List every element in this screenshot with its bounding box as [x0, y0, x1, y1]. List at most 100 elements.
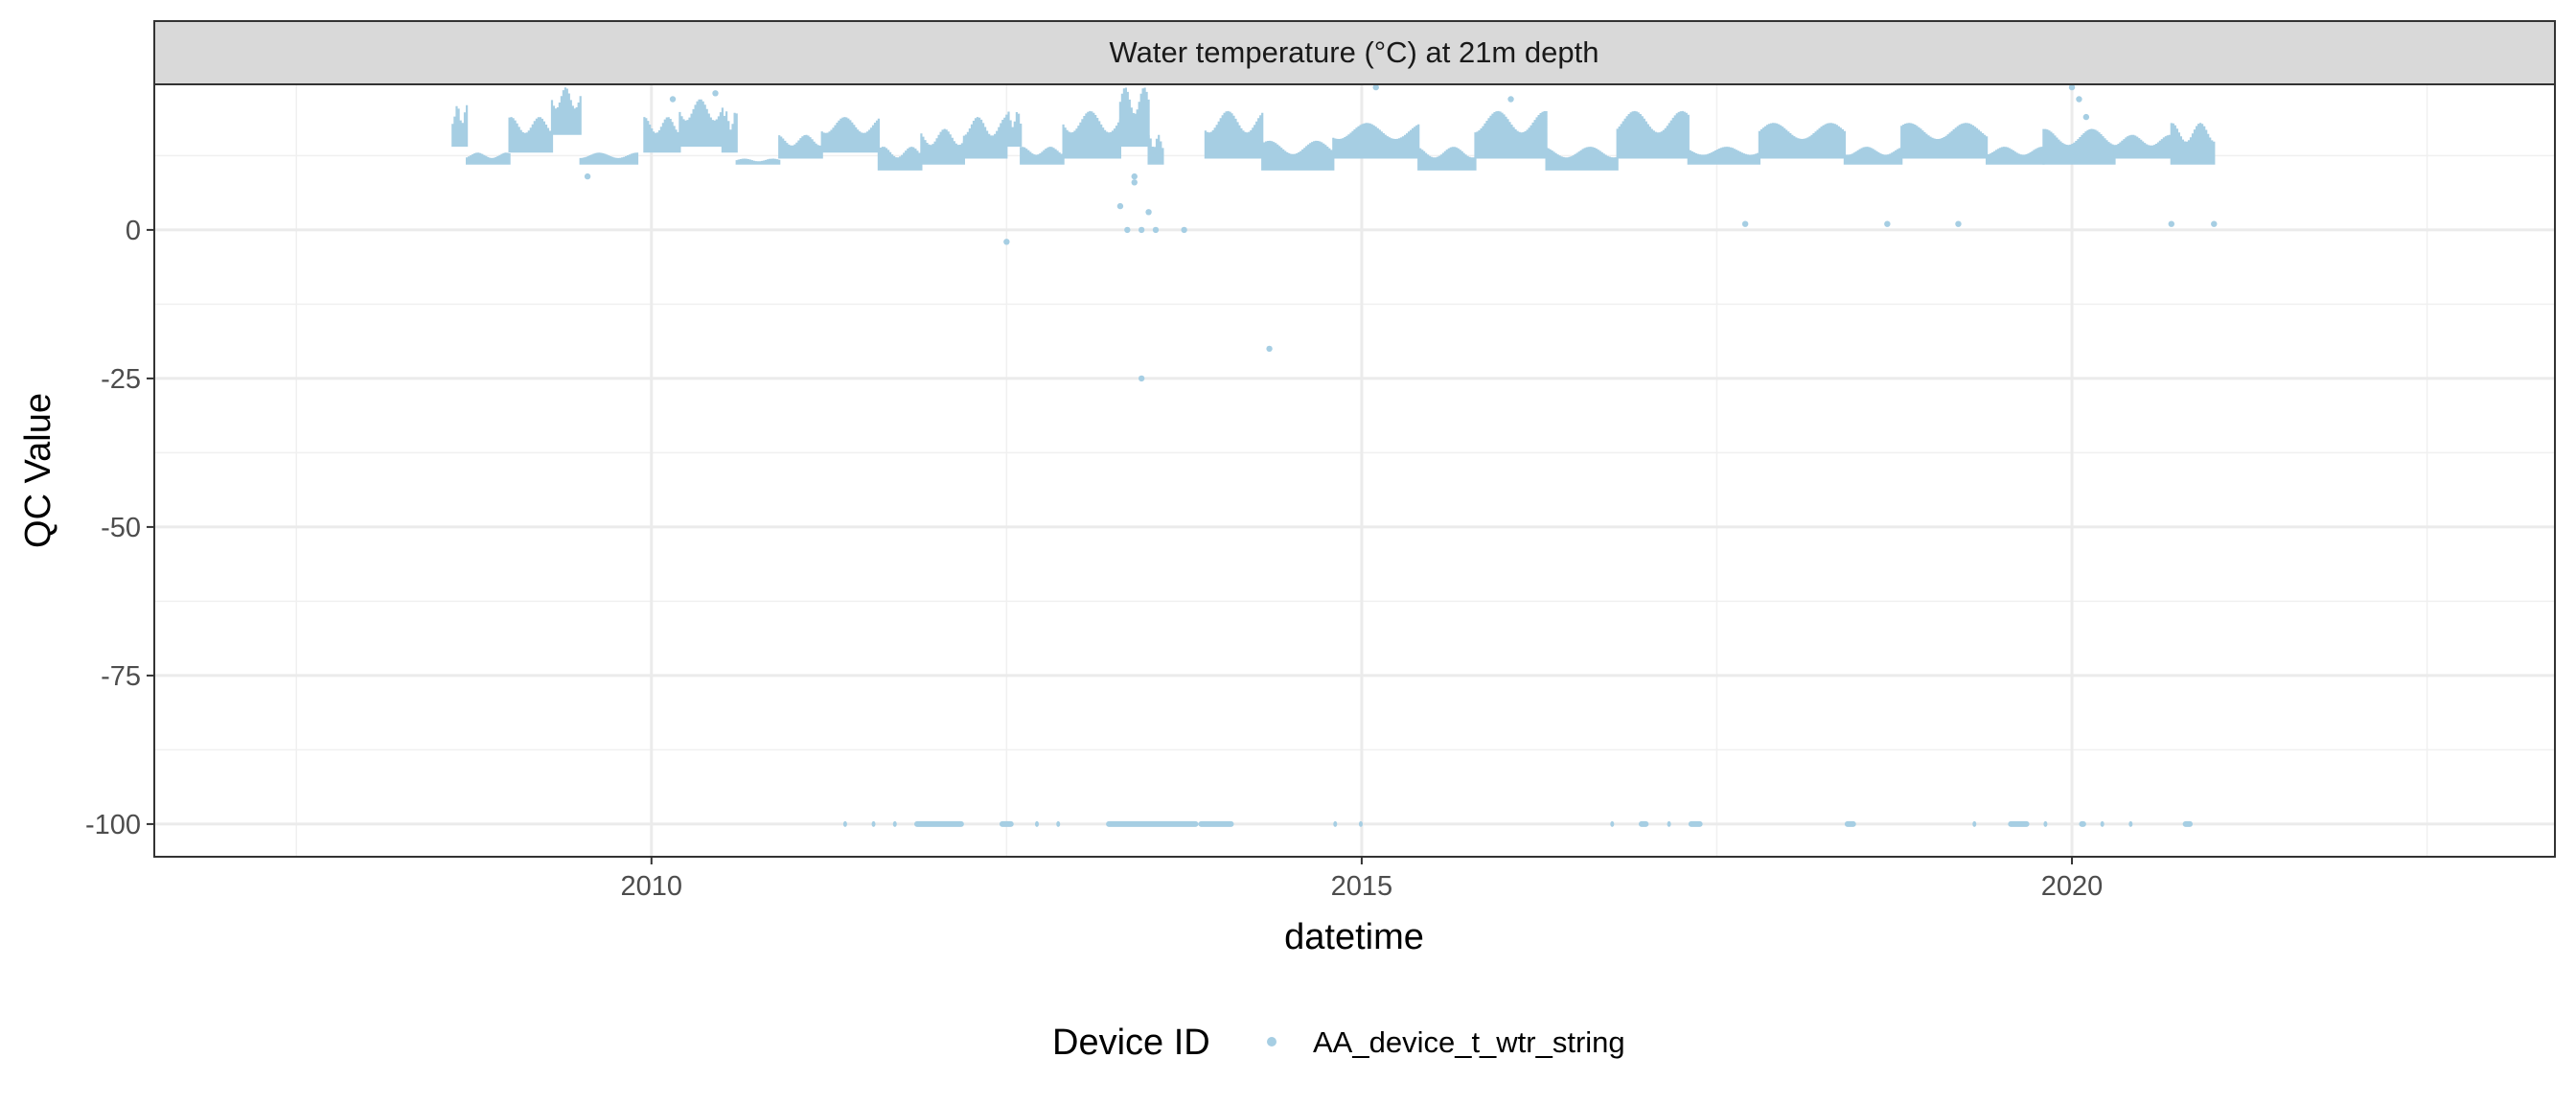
data-segment	[1005, 111, 1023, 148]
data-segment	[1062, 110, 1121, 159]
data-point	[1152, 226, 1160, 234]
data-segment	[678, 99, 724, 148]
y-axis: 0 -25 -50 -75 -100	[85, 216, 154, 840]
data-run-bottom	[1333, 820, 1338, 827]
data-segment	[1118, 87, 1150, 148]
data-segment	[1147, 134, 1164, 165]
data-point	[2068, 83, 2076, 91]
legend-title: Device ID	[1052, 1023, 1210, 1063]
data-segment	[579, 152, 639, 165]
data-segment	[1332, 123, 1420, 159]
data-point	[2168, 220, 2174, 227]
data-segment	[1417, 147, 1477, 171]
x-axis: 2010 2015 2020	[621, 857, 2104, 902]
data-layer	[451, 83, 2218, 827]
facet-strip-title: Water temperature (°C) at 21m depth	[1110, 35, 1599, 69]
data-run-bottom	[1056, 820, 1061, 827]
legend-key-dot	[1267, 1037, 1276, 1046]
y-tick-label: -50	[101, 513, 141, 543]
data-segment	[1687, 147, 1760, 165]
data-run-bottom	[1688, 820, 1703, 827]
data-point	[1507, 96, 1514, 103]
data-point	[1266, 345, 1273, 353]
x-tick-label: 2020	[2041, 871, 2104, 902]
y-tick-label: -75	[101, 661, 141, 692]
data-point	[1131, 172, 1138, 180]
legend-label: AA_device_t_wtr_string	[1313, 1025, 1625, 1059]
data-run-bottom	[2128, 820, 2133, 827]
grid-major	[154, 84, 2555, 857]
data-run-bottom	[1667, 820, 1671, 827]
data-segment	[466, 152, 511, 165]
data-segment	[721, 111, 738, 153]
data-segment	[778, 134, 823, 159]
data-point	[2211, 220, 2218, 227]
data-run-bottom	[2043, 820, 2048, 827]
data-segment	[1843, 147, 1903, 165]
data-segment	[451, 104, 469, 148]
data-run-bottom	[999, 820, 1014, 827]
data-point	[1741, 220, 1749, 227]
legend: Device ID AA_device_t_wtr_string	[1052, 1023, 1625, 1063]
data-run-bottom	[1972, 820, 1977, 827]
data-run-bottom	[2079, 820, 2086, 827]
data-run-bottom	[2100, 820, 2104, 827]
y-axis-title: QC Value	[18, 393, 58, 548]
data-run-bottom	[1106, 820, 1199, 827]
data-point	[2082, 113, 2090, 121]
data-run-bottom	[1034, 820, 1039, 827]
data-segment	[550, 87, 582, 135]
data-point	[2076, 96, 2082, 103]
data-point	[1116, 202, 1124, 210]
y-tick-label: 0	[126, 216, 141, 246]
x-tick-label: 2010	[621, 871, 683, 902]
data-point	[1372, 83, 1379, 91]
y-tick-label: -25	[101, 364, 141, 395]
data-segment	[2113, 134, 2173, 159]
x-tick-label: 2015	[1331, 871, 1393, 902]
data-point	[1131, 179, 1138, 186]
data-segment	[1474, 110, 1548, 159]
data-point	[1884, 220, 1891, 227]
data-point	[1181, 226, 1187, 234]
data-segment	[2042, 128, 2116, 165]
data-point	[1138, 226, 1145, 234]
data-segment	[920, 128, 965, 165]
data-run-bottom	[1198, 820, 1234, 827]
data-segment	[877, 147, 923, 171]
data-run-bottom	[1844, 820, 1856, 827]
data-segment	[735, 158, 781, 165]
data-run-bottom	[842, 820, 847, 827]
data-point	[669, 96, 677, 103]
plot-panel-background	[154, 84, 2555, 857]
data-segment	[962, 117, 1008, 159]
data-segment	[2170, 123, 2216, 165]
data-segment	[820, 117, 880, 153]
data-run-bottom	[1358, 820, 1363, 827]
data-segment	[1758, 123, 1846, 159]
data-segment	[1545, 147, 1619, 171]
data-segment	[1261, 140, 1335, 171]
data-run-bottom	[2008, 820, 2030, 827]
data-run-bottom	[892, 820, 897, 827]
data-segment	[508, 117, 554, 153]
x-axis-title: datetime	[1284, 917, 1424, 957]
data-segment	[1020, 147, 1065, 165]
y-tick-label: -100	[85, 810, 141, 840]
data-segment	[1616, 110, 1690, 159]
data-run-bottom	[2182, 820, 2194, 827]
data-segment	[1900, 123, 1989, 159]
data-point	[1003, 239, 1010, 245]
data-segment	[643, 117, 681, 153]
data-point	[584, 172, 591, 180]
facet-strip	[153, 20, 2556, 85]
data-point	[1138, 375, 1145, 382]
data-point	[563, 96, 570, 103]
data-point	[712, 90, 719, 97]
data-point	[1145, 209, 1152, 216]
data-point	[1124, 226, 1131, 234]
data-point	[1955, 220, 1962, 227]
data-run-bottom	[1638, 820, 1649, 827]
data-run-bottom	[1610, 820, 1615, 827]
